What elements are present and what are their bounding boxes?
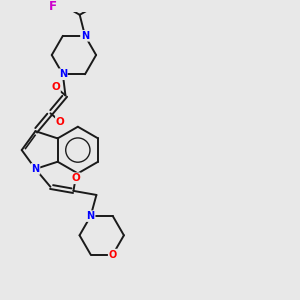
Text: O: O xyxy=(109,250,117,260)
Text: N: N xyxy=(87,211,95,221)
Text: O: O xyxy=(71,173,80,183)
Text: N: N xyxy=(81,31,89,41)
Text: N: N xyxy=(59,69,67,79)
Text: O: O xyxy=(51,82,60,92)
Text: F: F xyxy=(49,0,57,14)
Text: N: N xyxy=(32,164,40,174)
Text: O: O xyxy=(56,117,64,127)
